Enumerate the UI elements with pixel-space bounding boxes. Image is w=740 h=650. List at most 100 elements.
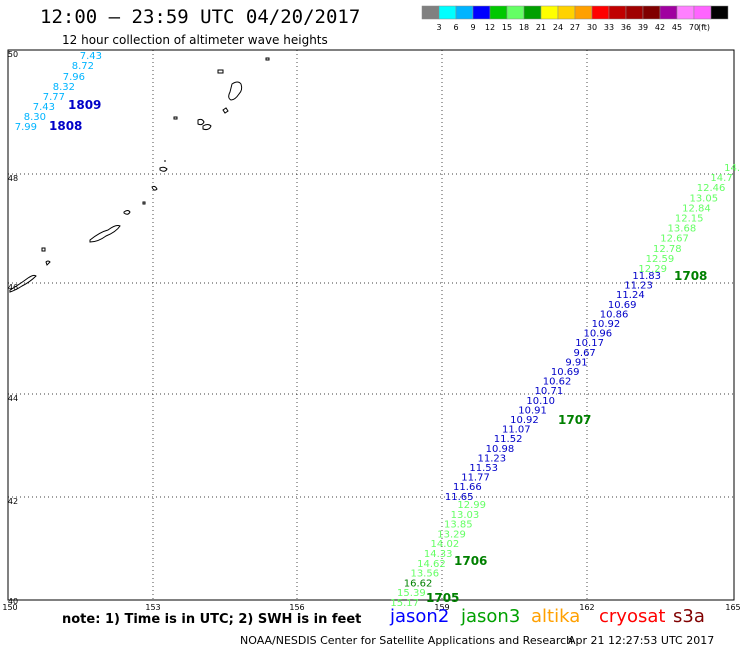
legend-swatch	[642, 5, 661, 20]
map-subtitle: 12 hour collection of altimeter wave hei…	[62, 33, 328, 47]
wave-height-value: 7.96	[63, 72, 85, 83]
legend-label: 30	[587, 23, 597, 32]
legend-label: 21	[536, 23, 546, 32]
pass-label-1808: 1808	[49, 119, 82, 133]
latitude-label: 44	[8, 394, 18, 403]
legend-swatch	[489, 5, 508, 20]
wave-height-value: 11.23	[478, 453, 507, 464]
wave-height-value: 10.92	[592, 319, 621, 330]
wave-height-value: 14.	[724, 163, 740, 174]
wave-height-value: 16.62	[404, 578, 433, 589]
legend-label: 12	[485, 23, 495, 32]
legend-swatch	[472, 5, 491, 20]
legend-swatch	[455, 5, 474, 20]
legend-label: 36	[621, 23, 631, 32]
map-title: 12:00 – 23:59 UTC 04/20/2017	[40, 6, 361, 28]
wave-height-value: 13.56	[410, 569, 439, 580]
wave-height-value: 7.77	[43, 92, 65, 103]
legend-swatch	[710, 5, 729, 20]
pass-label-1809: 1809	[68, 98, 101, 112]
latitude-label: 48	[8, 174, 18, 183]
wave-height-value: 10.98	[486, 444, 515, 455]
latitude-label: 46	[8, 283, 18, 292]
wave-height-value: 10.10	[526, 396, 555, 407]
mission-cryosat: cryosat	[599, 606, 666, 627]
legend-swatch	[506, 5, 525, 20]
wave-height-value: 10.71	[535, 386, 564, 397]
legend-label: 42	[655, 23, 665, 32]
wave-height-value: 13.03	[451, 510, 480, 521]
wave-height-value: 13.85	[444, 520, 473, 531]
legend-label: (ft)	[698, 23, 710, 32]
wave-height-value: 12.67	[660, 234, 689, 245]
longitude-label: 162	[579, 603, 594, 612]
island-outline	[228, 81, 243, 101]
wave-height-value: 11.83	[632, 271, 661, 282]
wave-height-value: 12.78	[653, 244, 682, 255]
wave-height-value: 11.24	[616, 290, 645, 301]
wave-height-value: 10.86	[600, 309, 629, 320]
island-outline	[142, 201, 146, 205]
footnote: note: 1) Time is in UTC; 2) SWH is in fe…	[62, 612, 362, 627]
legend-label: 24	[553, 23, 563, 32]
legend-label: 70	[689, 23, 699, 32]
wave-height-value: 12.29	[638, 264, 667, 275]
legend-swatch	[421, 5, 440, 20]
wave-height-value: 8.72	[72, 61, 94, 72]
wave-height-value: 10.62	[543, 377, 572, 388]
legend-label: 3	[436, 23, 441, 32]
pass-label-1706: 1706	[454, 554, 487, 568]
wave-height-value: 13.05	[689, 193, 718, 204]
legend-swatch	[608, 5, 627, 20]
timestamp: Apr 21 12:27:53 UTC 2017	[568, 634, 715, 647]
wave-height-value: 15.39	[397, 588, 426, 599]
legend-swatch	[557, 5, 576, 20]
island-outline	[9, 274, 37, 293]
legend-label: 18	[519, 23, 529, 32]
legend-label: 6	[453, 23, 458, 32]
credits: NOAA/NESDIS Center for Satellite Applica…	[240, 634, 574, 647]
legend-label: 15	[502, 23, 512, 32]
pass-label-1705: 1705	[426, 591, 459, 605]
latitude-label: 40	[8, 597, 18, 606]
wave-height-value: 8.30	[24, 112, 46, 123]
mission-s3a: s3a	[673, 606, 705, 627]
wave-height-value: 11.66	[453, 482, 482, 493]
wave-height-value: 14.33	[424, 549, 453, 560]
legend-swatch	[693, 5, 712, 20]
island-outline	[217, 69, 224, 74]
legend-label: 45	[672, 23, 682, 32]
island-outline	[202, 124, 212, 131]
wave-height-value: 11.07	[502, 425, 531, 436]
longitude-label: 159	[434, 603, 449, 612]
wave-height-value: 7.43	[33, 102, 55, 113]
island-outline	[265, 57, 270, 61]
longitude-label: 150	[2, 603, 17, 612]
legend-swatch	[540, 5, 559, 20]
wave-height-value: 12.84	[682, 203, 711, 214]
wave-height-value: 10.91	[518, 405, 547, 416]
wave-height-value: 11.77	[461, 473, 490, 484]
wave-height-value: 12.46	[697, 183, 726, 194]
pass-label-1707: 1707	[558, 413, 591, 427]
wave-height-value: 14.7	[710, 173, 732, 184]
wave-height-value: 13.68	[668, 224, 697, 235]
mission-altika: altika	[531, 606, 581, 627]
plot-frame	[7, 49, 735, 601]
wave-height-value: 8.32	[53, 82, 75, 93]
wave-height-value: 9.67	[574, 348, 596, 359]
longitude-label: 165	[725, 603, 740, 612]
wave-height-value: 10.96	[583, 329, 612, 340]
island-outline	[159, 166, 168, 172]
wave-height-value: 7.43	[80, 51, 102, 62]
latitude-label: 42	[8, 497, 18, 506]
island-outline	[45, 260, 51, 266]
legend-swatch	[438, 5, 457, 20]
legend-label: 27	[570, 23, 580, 32]
wave-height-value: 12.59	[646, 254, 675, 265]
wave-height-value: 7.99	[15, 122, 37, 133]
island-outline	[41, 247, 46, 252]
mission-jason2: jason2	[390, 606, 450, 627]
legend-swatch	[659, 5, 678, 20]
